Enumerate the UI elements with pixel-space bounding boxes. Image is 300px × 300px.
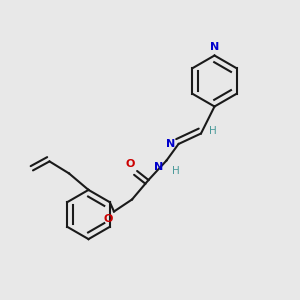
Text: O: O xyxy=(103,214,112,224)
Text: O: O xyxy=(125,160,135,170)
Text: H: H xyxy=(209,126,217,136)
Text: N: N xyxy=(154,162,164,172)
Text: H: H xyxy=(172,166,180,176)
Text: N: N xyxy=(210,42,219,52)
Text: N: N xyxy=(166,139,175,149)
